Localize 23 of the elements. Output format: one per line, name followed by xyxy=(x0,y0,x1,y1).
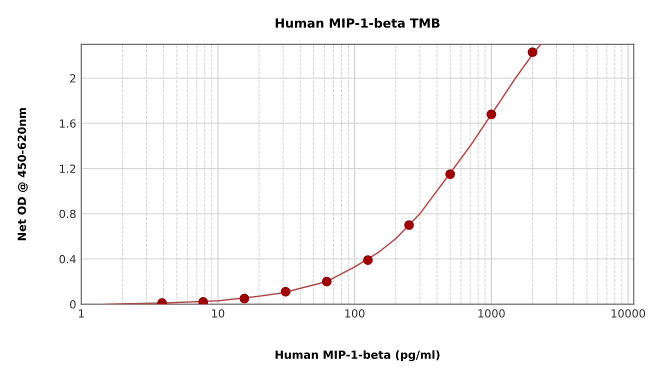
x-tick-label: 100 xyxy=(345,309,365,318)
point xyxy=(240,294,250,304)
point xyxy=(198,297,208,304)
chart-title: Human MIP-1-beta TMB xyxy=(276,18,440,28)
y-tick-label: 0 xyxy=(70,300,76,309)
y-tick-label: 1.6 xyxy=(60,119,76,128)
x-tick-label: 10000 xyxy=(612,309,646,318)
x-axis-title: Human MIP-1-beta (pg/ml) xyxy=(276,350,440,362)
y-tick-label: 0.8 xyxy=(59,210,76,218)
y-tick-label: 0.4 xyxy=(59,254,76,264)
x-tick-label: 1000 xyxy=(478,309,505,318)
x-tick-label: 10 xyxy=(212,309,224,318)
y-axis-title: Net OD @ 450-620nm xyxy=(18,108,28,240)
point xyxy=(528,47,538,58)
y-tick-label: 1.2 xyxy=(60,164,76,173)
point xyxy=(445,169,456,180)
point xyxy=(322,276,332,286)
y-tick-label: 2 xyxy=(70,74,76,82)
point xyxy=(363,255,373,265)
x-tick-label: 1 xyxy=(78,309,84,318)
point xyxy=(280,286,290,297)
point xyxy=(486,109,496,120)
point xyxy=(404,220,414,230)
